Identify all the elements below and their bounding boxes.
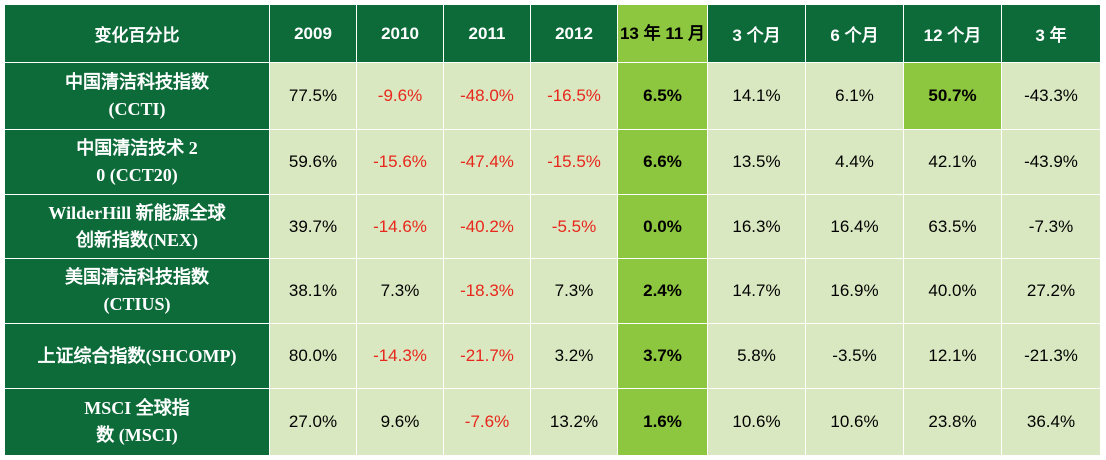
column-header: 2010 bbox=[356, 4, 444, 63]
row-label: WilderHill 新能源全球 创新指数(NEX) bbox=[4, 193, 270, 260]
column-header: 12 个月 bbox=[903, 4, 1002, 63]
data-cell: -16.5% bbox=[530, 62, 618, 130]
data-cell: -15.6% bbox=[356, 128, 444, 195]
data-cell: 13.2% bbox=[530, 388, 618, 456]
data-cell: 10.6% bbox=[805, 388, 904, 456]
table-row: MSCI 全球指数 (MSCI) 27.0% 9.6% -7.6% 13.2% 1.6% 1… bbox=[4, 388, 1101, 456]
data-cell: -7.3% bbox=[1001, 193, 1101, 260]
data-cell: 38.1% bbox=[269, 258, 357, 325]
data-cell: 50.7% bbox=[903, 62, 1002, 130]
data-cell: 77.5% bbox=[269, 62, 357, 130]
row-label: 上证综合指数(SHCOMP) bbox=[4, 323, 270, 390]
data-cell: 36.4% bbox=[1001, 388, 1101, 456]
data-cell: 9.6% bbox=[356, 388, 444, 456]
column-header: 2012 bbox=[530, 4, 618, 63]
data-cell: 0.0% bbox=[617, 193, 708, 260]
data-cell: -47.4% bbox=[443, 128, 531, 195]
data-cell: 6.5% bbox=[617, 62, 708, 130]
data-cell: -9.6% bbox=[356, 62, 444, 130]
table-row: 中国清洁科技指数 (CCTI) 77.5% -9.6% -48.0% -16.5% 6.5%… bbox=[4, 62, 1101, 130]
row-label: MSCI 全球指数 (MSCI) bbox=[4, 388, 270, 456]
data-cell: 27.2% bbox=[1001, 258, 1101, 325]
data-cell: 14.7% bbox=[707, 258, 806, 325]
table-body: 中国清洁科技指数 (CCTI) 77.5% -9.6% -48.0% -16.5% 6.5%… bbox=[4, 62, 1101, 456]
data-cell: -14.6% bbox=[356, 193, 444, 260]
data-cell: 2.4% bbox=[617, 258, 708, 325]
column-header: 2011 bbox=[443, 4, 531, 63]
data-cell: 63.5% bbox=[903, 193, 1002, 260]
data-cell: -43.9% bbox=[1001, 128, 1101, 195]
row-label: 美国清洁科技指数 (CTIUS) bbox=[4, 258, 270, 325]
data-cell: -40.2% bbox=[443, 193, 531, 260]
data-cell: 16.4% bbox=[805, 193, 904, 260]
data-cell: 40.0% bbox=[903, 258, 1002, 325]
column-header: 3 年 bbox=[1001, 4, 1101, 63]
header-label: 变化百分比 bbox=[4, 4, 270, 63]
data-cell: -5.5% bbox=[530, 193, 618, 260]
column-header: 13 年 11 月 bbox=[617, 4, 708, 63]
data-cell: -21.3% bbox=[1001, 323, 1101, 390]
data-cell: 7.3% bbox=[530, 258, 618, 325]
data-cell: 10.6% bbox=[707, 388, 806, 456]
data-cell: 6.1% bbox=[805, 62, 904, 130]
data-cell: 4.4% bbox=[805, 128, 904, 195]
data-cell: 80.0% bbox=[269, 323, 357, 390]
data-cell: 16.9% bbox=[805, 258, 904, 325]
data-cell: -21.7% bbox=[443, 323, 531, 390]
data-cell: 7.3% bbox=[356, 258, 444, 325]
data-cell: 27.0% bbox=[269, 388, 357, 456]
row-label: 中国清洁科技指数 (CCTI) bbox=[4, 62, 270, 130]
data-cell: -7.6% bbox=[443, 388, 531, 456]
data-cell: 3.2% bbox=[530, 323, 618, 390]
table-row: 美国清洁科技指数 (CTIUS) 38.1% 7.3% -18.3% 7.3% 2.4% 14… bbox=[4, 258, 1101, 325]
data-cell: 16.3% bbox=[707, 193, 806, 260]
data-cell: 5.8% bbox=[707, 323, 806, 390]
data-cell: 23.8% bbox=[903, 388, 1002, 456]
column-header: 3 个月 bbox=[707, 4, 806, 63]
data-cell: -48.0% bbox=[443, 62, 531, 130]
table-row: 上证综合指数(SHCOMP) 80.0% -14.3% -21.7% 3.2% 3.7% 5… bbox=[4, 323, 1101, 390]
table-row: WilderHill 新能源全球 创新指数(NEX) 39.7% -14.6% -40.… bbox=[4, 193, 1101, 260]
data-cell: 42.1% bbox=[903, 128, 1002, 195]
data-cell: 12.1% bbox=[903, 323, 1002, 390]
data-cell: -3.5% bbox=[805, 323, 904, 390]
column-header: 2009 bbox=[269, 4, 357, 63]
data-cell: 59.6% bbox=[269, 128, 357, 195]
data-cell: -14.3% bbox=[356, 323, 444, 390]
data-cell: -18.3% bbox=[443, 258, 531, 325]
column-header: 6 个月 bbox=[805, 4, 904, 63]
data-cell: -43.3% bbox=[1001, 62, 1101, 130]
data-cell: 3.7% bbox=[617, 323, 708, 390]
data-cell: 6.6% bbox=[617, 128, 708, 195]
data-cell: 13.5% bbox=[707, 128, 806, 195]
data-cell: 39.7% bbox=[269, 193, 357, 260]
data-cell: 1.6% bbox=[617, 388, 708, 456]
data-cell: 14.1% bbox=[707, 62, 806, 130]
data-cell: -15.5% bbox=[530, 128, 618, 195]
